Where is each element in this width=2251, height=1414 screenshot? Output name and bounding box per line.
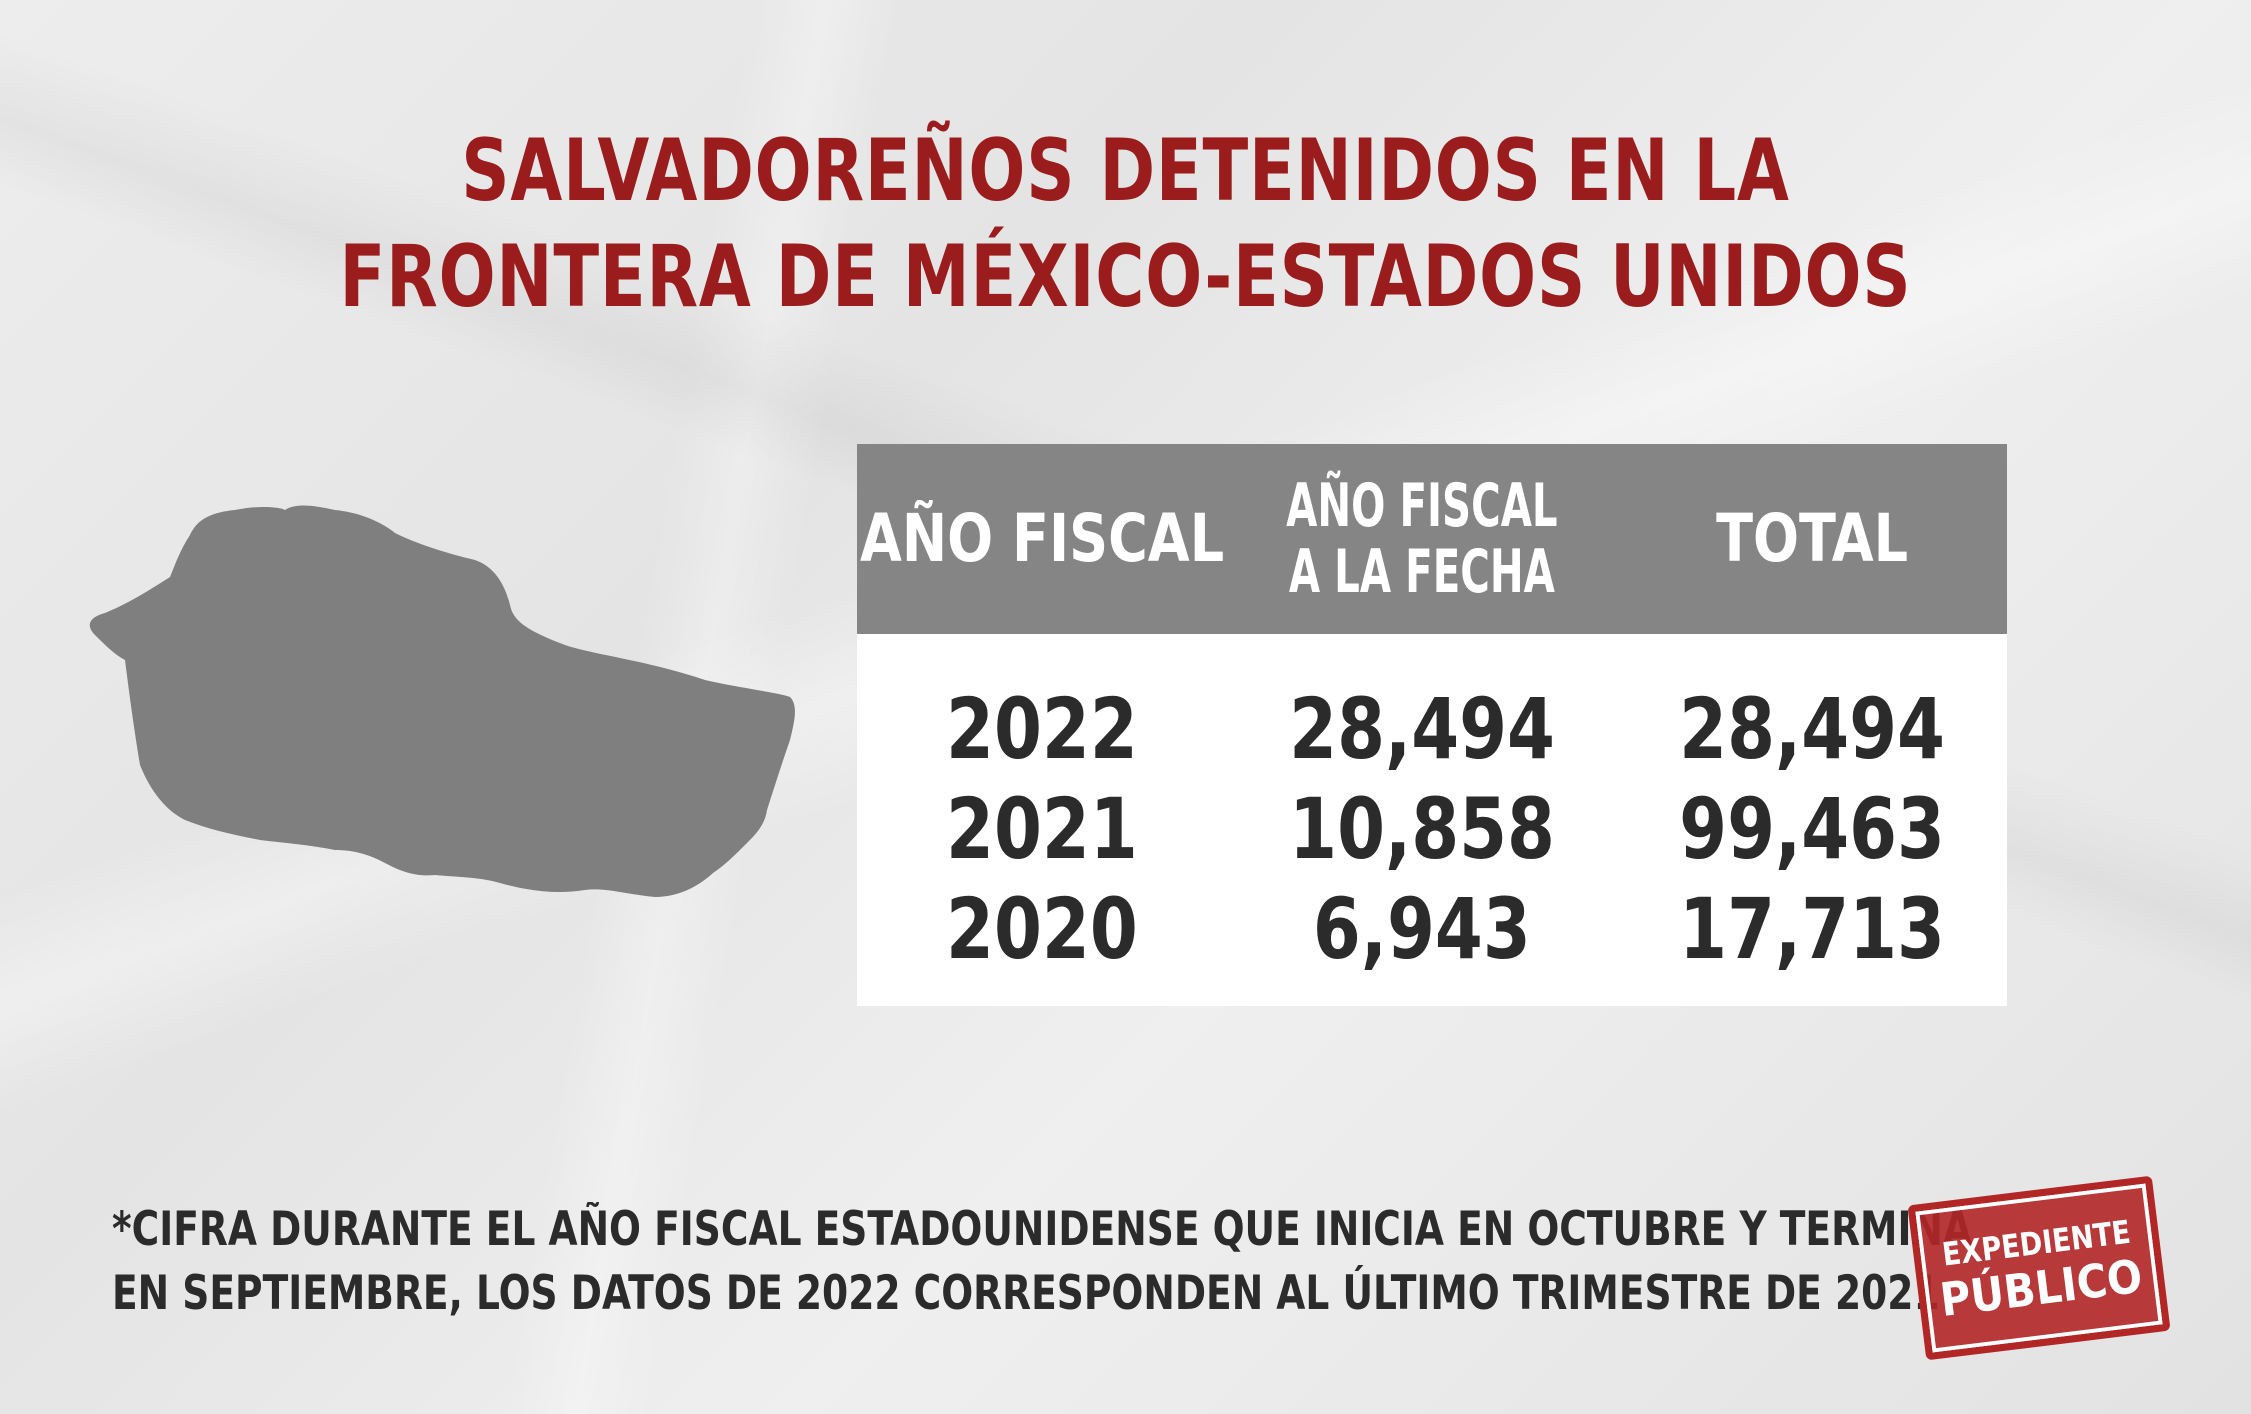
el-salvador-map-icon [89,505,795,897]
cell-to-date: 28,494 [1289,680,1555,778]
cell-year: 2021 [946,780,1138,878]
page-title: SALVADOREÑOS DETENIDOS EN LA FRONTERA DE… [248,118,2004,330]
footnote-line-1: *CIFRA DURANTE EL AÑO FISCAL ESTADOUNIDE… [112,1202,1973,1257]
table-row: 2022 28,494 28,494 [857,679,2007,779]
detentions-table: AÑO FISCAL AÑO FISCAL A LA FECHA TOTAL 2… [857,444,2007,1006]
cell-total: 17,713 [1679,880,1945,978]
header-fiscal-year-to-date-line-1: AÑO FISCAL [1286,471,1558,541]
map-shape [89,505,795,897]
table-body: 2022 28,494 28,494 2021 10,858 99,463 20… [857,634,2007,1006]
footnote-line-2: EN SEPTIEMBRE, LOS DATOS DE 2022 CORRESP… [112,1266,1940,1321]
table-header: AÑO FISCAL AÑO FISCAL A LA FECHA TOTAL [857,444,2007,634]
title-line-2: FRONTERA DE MÉXICO-ESTADOS UNIDOS [339,227,1912,327]
title-line-1: SALVADOREÑOS DETENIDOS EN LA [461,121,1790,221]
footnote: *CIFRA DURANTE EL AÑO FISCAL ESTADOUNIDE… [112,1198,1973,1326]
cell-year: 2022 [946,680,1138,778]
table-row: 2020 6,943 17,713 [857,879,2007,979]
header-total: TOTAL [1715,500,1909,577]
table-row: 2021 10,858 99,463 [857,779,2007,879]
cell-year: 2020 [946,880,1138,978]
cell-to-date: 10,858 [1289,780,1555,878]
header-fiscal-year-to-date-line-2: A LA FECHA [1289,537,1555,607]
header-fiscal-year: AÑO FISCAL [859,500,1225,577]
cell-total: 99,463 [1679,780,1945,878]
cell-to-date: 6,943 [1313,880,1531,978]
header-fiscal-year-to-date: AÑO FISCAL A LA FECHA [1227,444,1617,634]
cell-total: 28,494 [1679,680,1945,778]
expediente-publico-logo: EXPEDIENTE PÚBLICO [1907,1175,2171,1361]
